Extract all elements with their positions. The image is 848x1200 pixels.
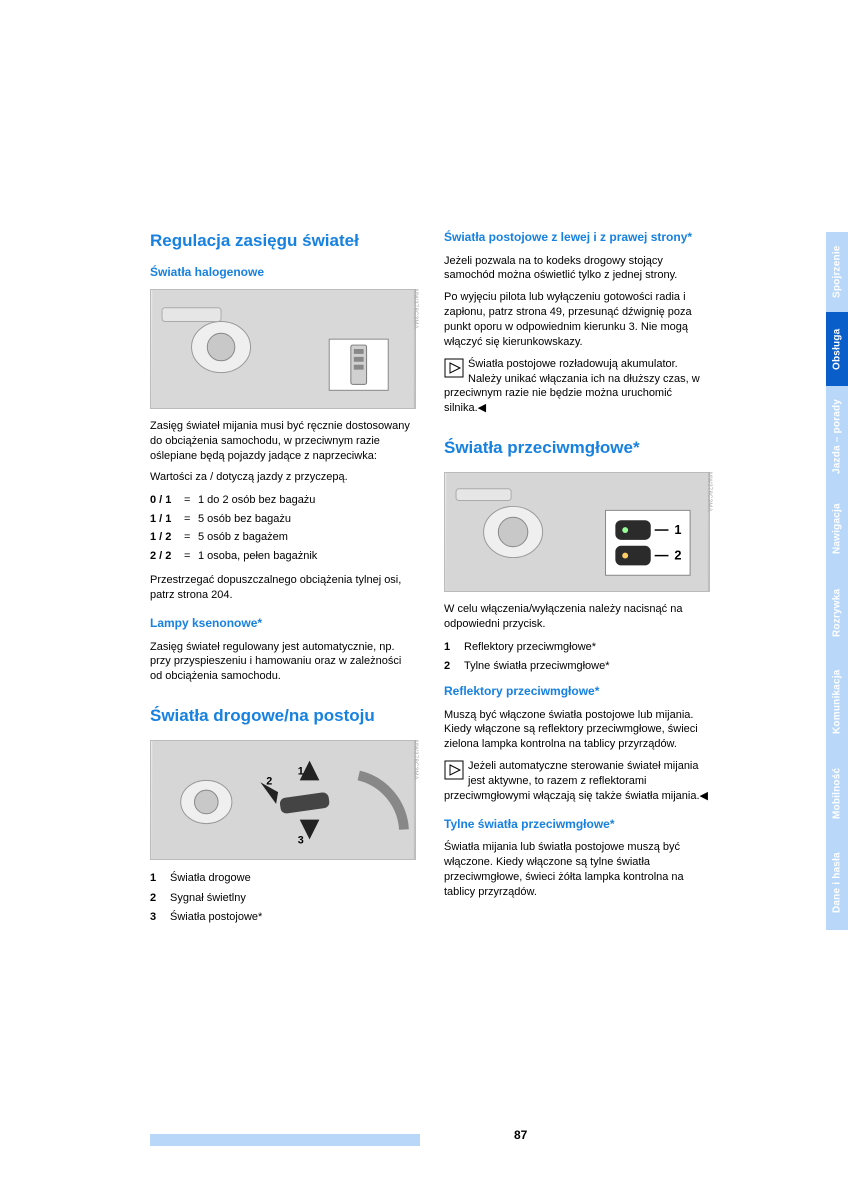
para: Muszą być włączone światła postojowe lub… (444, 708, 710, 753)
figure-code: MW378C3MA (706, 472, 712, 512)
fog-legend: 1Reflektory przeciwmgłowe*2Tylne światła… (444, 639, 710, 678)
side-tab[interactable]: Jazda – porady (826, 386, 848, 486)
side-tab[interactable]: Mobilność (826, 750, 848, 836)
para: Zasięg świateł mijania musi być ręcznie … (150, 419, 416, 464)
list-item: 3Światła postojowe* (150, 909, 416, 926)
note-battery: Światła postojowe rozładowują akumulator… (444, 357, 710, 416)
para: W celu włączenia/wyłączenia należy nacis… (444, 602, 710, 632)
side-tab[interactable]: Rozrywka (826, 572, 848, 654)
value-text: 1 osoba, pełen bagażnik (198, 548, 317, 565)
equals: = (184, 492, 198, 509)
right-column: Światła postojowe z lewej i z prawej str… (444, 230, 710, 929)
svg-text:3: 3 (298, 835, 304, 847)
page-number: 87 (514, 1128, 527, 1142)
value-text: 1 do 2 osób bez bagażu (198, 492, 315, 509)
side-tab[interactable]: Komunikacja (826, 654, 848, 750)
list-item: 2Sygnał świetlny (150, 890, 416, 907)
value-key: 0 / 1 (150, 492, 184, 509)
list-number: 1 (444, 639, 464, 656)
heading-przeciwmglowe: Światła przeciwmgłowe* (444, 437, 710, 458)
value-text: 5 osób bez bagażu (198, 511, 291, 528)
list-text: Sygnał świetlny (170, 890, 246, 907)
subheading-postojowe: Światła postojowe z lewej i z prawej str… (444, 230, 710, 246)
subheading-ksenon: Lampy ksenonowe* (150, 616, 416, 632)
svg-text:2: 2 (266, 776, 272, 788)
value-row: 1 / 2=5 osób z bagażem (150, 529, 416, 546)
left-column: Regulacja zasięgu świateł Światła haloge… (150, 230, 416, 929)
para: Światła mijania lub światła postojowe mu… (444, 840, 710, 899)
value-key: 1 / 2 (150, 529, 184, 546)
list-text: Światła postojowe* (170, 909, 262, 926)
figure-stalk: 1 2 3 MW378C3MA (150, 740, 416, 860)
side-tab[interactable]: Nawigacja (826, 486, 848, 572)
figure-code: MW378C3MA (412, 740, 418, 780)
list-number: 2 (150, 890, 170, 907)
list-text: Tylne światła przeciwmgłowe* (464, 658, 610, 675)
para: Przestrzegać dopuszczalnego obciążenia t… (150, 573, 416, 603)
svg-text:2: 2 (674, 548, 681, 563)
value-key: 1 / 1 (150, 511, 184, 528)
note-auto: Jeżeli automatyczne sterowanie świateł m… (444, 759, 710, 804)
figure-halogen: MW378C3MA (150, 289, 416, 409)
list-number: 2 (444, 658, 464, 675)
para: Po wyjęciu pilota lub wyłączeniu gotowoś… (444, 290, 710, 349)
page-content: Regulacja zasięgu świateł Światła haloge… (150, 230, 710, 929)
equals: = (184, 548, 198, 565)
value-table: 0 / 1=1 do 2 osób bez bagażu1 / 1=5 osób… (150, 492, 416, 566)
list-number: 3 (150, 909, 170, 926)
list-item: 1Reflektory przeciwmgłowe* (444, 639, 710, 656)
side-tab[interactable]: Obsługa (826, 312, 848, 386)
value-key: 2 / 2 (150, 548, 184, 565)
equals: = (184, 529, 198, 546)
list-item: 2Tylne światła przeciwmgłowe* (444, 658, 710, 675)
heading-regulacja: Regulacja zasięgu świateł (150, 230, 416, 251)
value-row: 1 / 1=5 osób bez bagażu (150, 511, 416, 528)
heading-drogowe: Światła drogowe/na postoju (150, 705, 416, 726)
note-text: Światła postojowe rozładowują akumulator… (444, 358, 700, 415)
para: Wartości za / dotyczą jazdy z przyczepą. (150, 470, 416, 485)
list-text: Światła drogowe (170, 870, 251, 887)
svg-text:1: 1 (674, 522, 681, 537)
list-number: 1 (150, 870, 170, 887)
figure-fog: 1 2 MW378C3MA (444, 472, 710, 592)
subheading-reflektory: Reflektory przeciwmgłowe* (444, 684, 710, 700)
subheading-tylne: Tylne światła przeciwmgłowe* (444, 817, 710, 833)
value-row: 2 / 2=1 osoba, pełen bagażnik (150, 548, 416, 565)
value-row: 0 / 1=1 do 2 osób bez bagażu (150, 492, 416, 509)
side-tab[interactable]: Dane i hasła (826, 836, 848, 930)
value-text: 5 osób z bagażem (198, 529, 288, 546)
svg-text:1: 1 (298, 766, 304, 778)
list-item: 1Światła drogowe (150, 870, 416, 887)
subheading-halogenowe: Światła halogenowe (150, 265, 416, 281)
figure-code: MW378C3MA (412, 289, 418, 329)
stalk-legend: 1Światła drogowe2Sygnał świetlny3Światła… (150, 870, 416, 929)
para: Zasięg świateł regulowany jest automatyc… (150, 640, 416, 685)
side-tabs: SpojrzenieObsługaJazda – poradyNawigacja… (826, 232, 848, 930)
footer-accent-bar (150, 1134, 420, 1146)
side-tab[interactable]: Spojrzenie (826, 232, 848, 312)
para: Jeżeli pozwala na to kodeks drogowy stoj… (444, 254, 710, 284)
list-text: Reflektory przeciwmgłowe* (464, 639, 596, 656)
equals: = (184, 511, 198, 528)
note-text: Jeżeli automatyczne sterowanie świateł m… (444, 760, 708, 802)
